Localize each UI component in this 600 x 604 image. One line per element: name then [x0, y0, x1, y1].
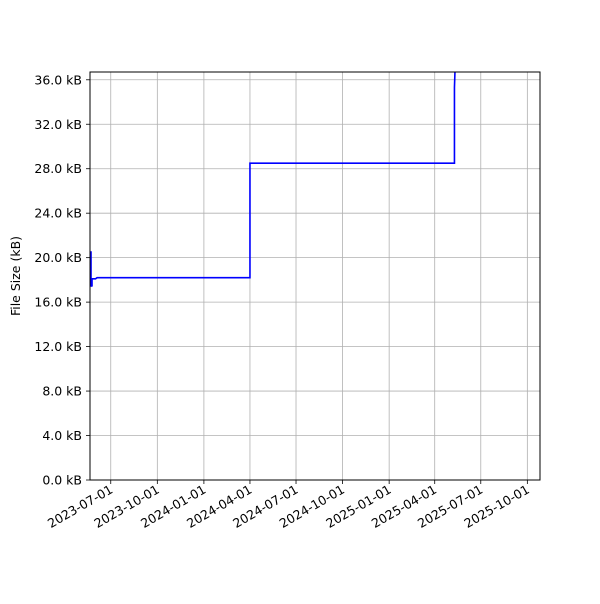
y-tick-label: 20.0 kB	[34, 250, 82, 265]
grid-lines	[90, 72, 540, 481]
y-tick-label: 36.0 kB	[34, 72, 82, 87]
y-tick-label: 12.0 kB	[34, 339, 82, 354]
y-tick-label: 4.0 kB	[42, 428, 82, 443]
y-tick-label: 28.0 kB	[34, 161, 82, 176]
y-tick-label: 0.0 kB	[42, 473, 82, 488]
y-tick-label: 32.0 kB	[34, 117, 82, 132]
y-tick-label: 8.0 kB	[42, 384, 82, 399]
series-line	[90, 72, 456, 287]
y-axis: 0.0 kB 4.0 kB 8.0 kB 12.0 kB 16.0 kB 20.0 kB 2…	[34, 72, 90, 488]
y-tick-label: 16.0 kB	[34, 295, 82, 310]
series-group	[90, 72, 456, 287]
y-axis-label: File Size (kB)	[8, 236, 23, 316]
plot-frame	[89, 71, 541, 481]
y-tick-label: 24.0 kB	[34, 206, 82, 221]
